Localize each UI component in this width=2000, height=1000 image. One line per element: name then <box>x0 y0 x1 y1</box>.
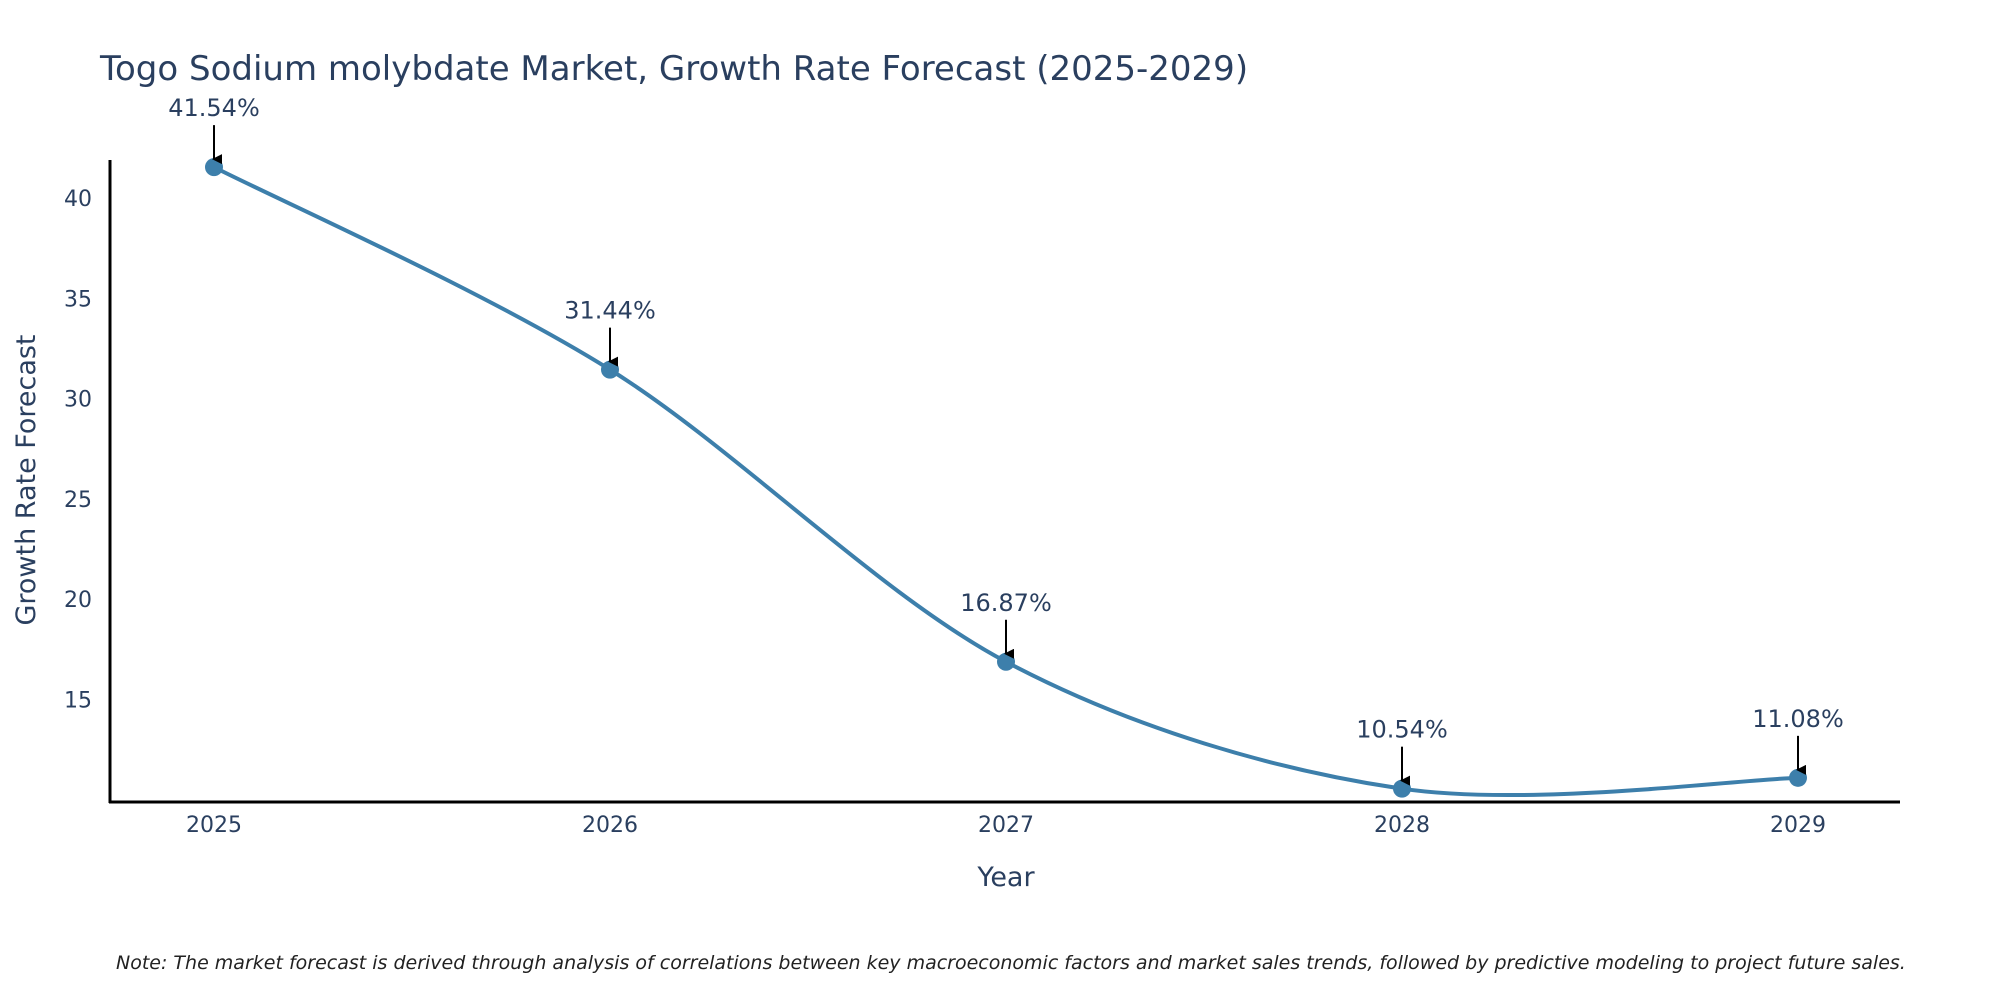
x-tick-label: 2029 <box>1770 813 1826 838</box>
y-axis-title: Growth Rate Forecast <box>11 334 42 625</box>
data-point[interactable] <box>1789 768 1807 787</box>
series-line <box>213 165 1799 798</box>
data-label: 31.44% <box>564 297 656 325</box>
data-label: 41.54% <box>168 94 260 122</box>
x-tick-label: 2027 <box>978 813 1034 838</box>
data-point[interactable] <box>997 652 1015 671</box>
y-tick-label: 40 <box>64 187 92 212</box>
data-labels-group: 41.54% 31.44% 16.87% 10.54% 11.08% <box>168 94 1844 786</box>
x-axis-title: Year <box>976 862 1035 893</box>
series-line-group <box>205 158 1807 798</box>
y-tick-label: 35 <box>64 287 92 312</box>
x-tick-label: 2026 <box>582 813 638 838</box>
x-tick-label: 2028 <box>1374 813 1430 838</box>
data-point[interactable] <box>601 360 619 379</box>
data-point[interactable] <box>205 158 223 177</box>
y-tick-label: 20 <box>64 588 92 613</box>
x-axis: 2025 2026 2027 2028 2029 <box>109 800 1900 838</box>
y-axis: 15 20 25 30 35 40 <box>64 160 112 803</box>
footnote: Note: The market forecast is derived thr… <box>116 952 1906 974</box>
y-tick-label: 25 <box>64 488 92 513</box>
data-label: 10.54% <box>1356 716 1448 744</box>
chart-title: Togo Sodium molybdate Market, Growth Rat… <box>99 49 1248 89</box>
y-tick-label: 30 <box>64 388 92 413</box>
data-label: 11.08% <box>1752 705 1844 733</box>
data-label: 16.87% <box>960 589 1052 617</box>
data-point[interactable] <box>1393 779 1411 798</box>
x-tick-label: 2025 <box>186 813 242 838</box>
y-tick-label: 15 <box>64 688 92 713</box>
